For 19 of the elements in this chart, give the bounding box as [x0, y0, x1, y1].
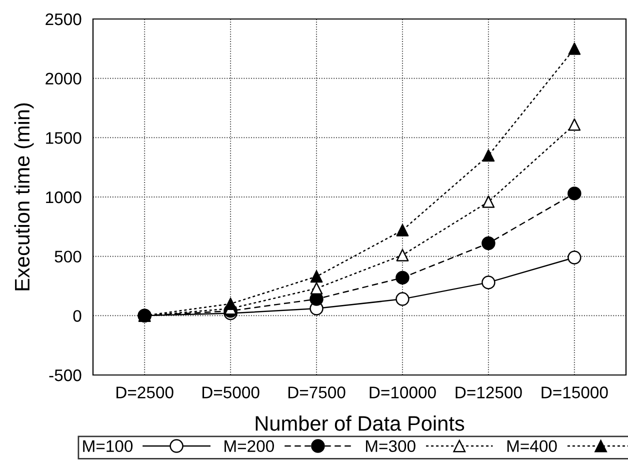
y-tick-label: 2500	[46, 13, 82, 26]
legend-label: M=400	[507, 440, 557, 452]
x-tick-label: D=2500	[116, 386, 174, 398]
legend-label: M=100	[83, 440, 133, 452]
x-axis-title: Number of Data Points	[256, 416, 464, 431]
legend-label: M=200	[224, 440, 274, 452]
y-tick-label: 500	[54, 250, 82, 263]
x-tick-label: D=5000	[202, 386, 260, 398]
y-tick-label: -500	[49, 369, 82, 382]
y-tick-label: 1500	[46, 132, 82, 144]
legend-label: M=300	[366, 440, 416, 452]
x-tick-label: D=10000	[370, 386, 436, 398]
x-tick-label: D=15000	[542, 386, 608, 398]
y-axis-title: Execution time (min)	[14, 103, 34, 290]
x-tick-label: D=7500	[288, 386, 346, 398]
x-tick-label: D=12500	[456, 386, 522, 398]
y-tick-label: 2000	[46, 72, 82, 85]
y-tick-label: 1000	[46, 191, 82, 204]
y-tick-label: 0	[73, 310, 82, 322]
